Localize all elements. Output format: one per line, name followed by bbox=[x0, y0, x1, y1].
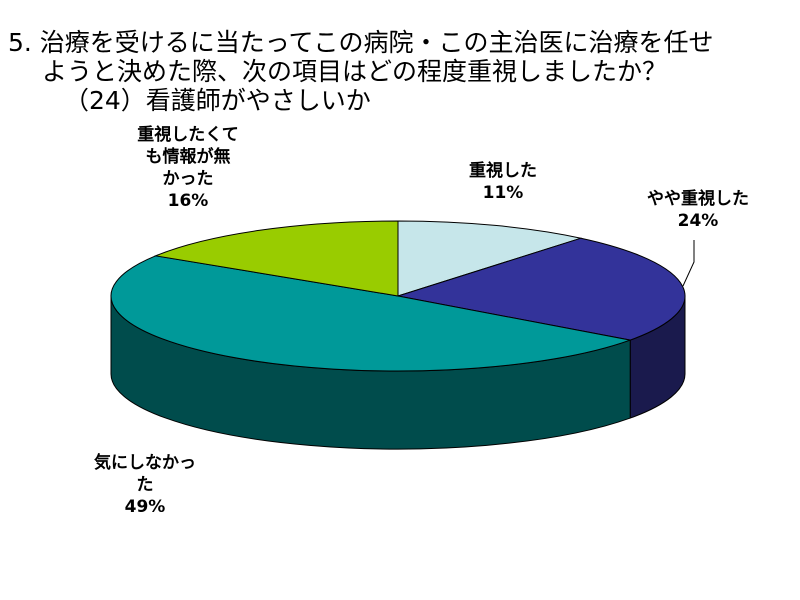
label-slice-1-line-0: やや重視した bbox=[647, 189, 749, 209]
title-line-1: 5. 治療を受けるに当たってこの病院・この主治医に治療を任せ bbox=[8, 28, 714, 57]
label-slice-2-pct: 49% bbox=[124, 497, 166, 517]
label-slice-1-pct: 24% bbox=[677, 211, 719, 231]
label-slice-3-pct: 16% bbox=[167, 191, 209, 211]
pie-slice-0 bbox=[397, 220, 583, 297]
label-slice-1: やや重視した 24% bbox=[618, 188, 778, 232]
pie-slice-1 bbox=[397, 237, 686, 341]
pie-slice-3 bbox=[153, 220, 399, 297]
label-slice-3-line-1: も情報が無 bbox=[145, 147, 231, 167]
label-slice-0-line-0: 重視した bbox=[469, 161, 537, 181]
label-slice-2: 気にしなかっ た 49% bbox=[80, 452, 210, 518]
label-slice-2-line-0: 気にしなかっ bbox=[94, 453, 196, 473]
label-slice-2-line-1: た bbox=[136, 475, 154, 495]
leader-line-slice-1 bbox=[682, 240, 695, 287]
pie-slice-2 bbox=[110, 255, 633, 372]
label-slice-3-line-0: 重視したくて bbox=[137, 125, 239, 145]
title-line-3: （24）看護師がやさしいか bbox=[64, 86, 371, 115]
label-slice-0: 重視した 11% bbox=[448, 160, 558, 204]
label-slice-3: 重視したくて も情報が無 かった 16% bbox=[118, 124, 258, 212]
label-slice-3-line-2: かった bbox=[162, 169, 214, 189]
title-line-2: ようと決めた際、次の項目はどの程度重視しましたか？ bbox=[42, 57, 668, 86]
chart-title: 5. 治療を受けるに当たってこの病院・この主治医に治療を任せ ようと決めた際、次… bbox=[8, 28, 788, 115]
label-slice-0-pct: 11% bbox=[482, 183, 524, 203]
